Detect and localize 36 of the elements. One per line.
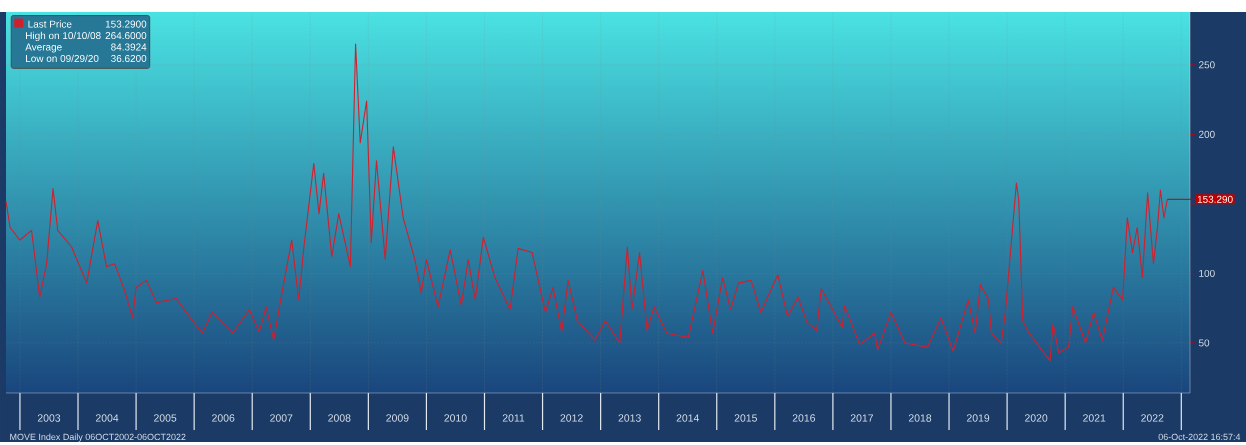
annotation: 36.6200 — [111, 54, 147, 62]
x-tick-label: 2010 — [444, 414, 467, 422]
x-tick-label: 2021 — [1083, 414, 1106, 422]
x-tick-label: 2008 — [328, 414, 351, 422]
y-tick-label: 200 — [1199, 130, 1215, 138]
x-tick-label: 2017 — [850, 414, 874, 422]
annotation: Average — [25, 43, 62, 53]
x-tick-label: 2016 — [792, 414, 816, 422]
x-tick-label: 2014 — [676, 414, 700, 422]
x-tick-label: 2004 — [95, 414, 119, 422]
x-tick-label: 2003 — [37, 414, 61, 422]
legend-label: Last Price — [28, 20, 72, 28]
annotation: 84.3924 — [111, 43, 147, 51]
y-tick-label: 50 — [1198, 339, 1210, 347]
x-tick-label: 2012 — [560, 414, 583, 422]
x-tick-label: 2020 — [1025, 414, 1048, 422]
x-tick-label: 2011 — [502, 414, 525, 422]
text: 06-Oct-2022 16:57:4 — [1158, 433, 1241, 441]
annotation: High on 10/10/08 — [26, 31, 101, 41]
x-tick-label: 2007 — [270, 414, 293, 422]
x-tick-label: 2005 — [154, 414, 177, 422]
annotation: 153.290 — [1197, 195, 1233, 203]
annotation: 153.2900 — [105, 20, 147, 28]
line-series — [5, 43, 1168, 362]
annotation: 264.6000 — [105, 31, 147, 40]
x-tick-label: 2015 — [734, 414, 757, 422]
x-tick-label: 2006 — [212, 414, 235, 422]
x-tick-label: 2019 — [966, 414, 990, 422]
text: MOVE Index Daily 06OCT2002-06OCT2022 — [10, 433, 186, 442]
x-tick-label: 2018 — [908, 414, 932, 422]
y-tick-label: 250 — [1199, 61, 1215, 69]
x-tick-label: 2013 — [618, 414, 641, 422]
y-tick-label: 100 — [1199, 269, 1215, 277]
annotation: Low on 09/29/20 — [26, 54, 99, 62]
x-tick-label: 2022 — [1141, 414, 1164, 422]
x-tick-label: 2009 — [386, 414, 409, 422]
